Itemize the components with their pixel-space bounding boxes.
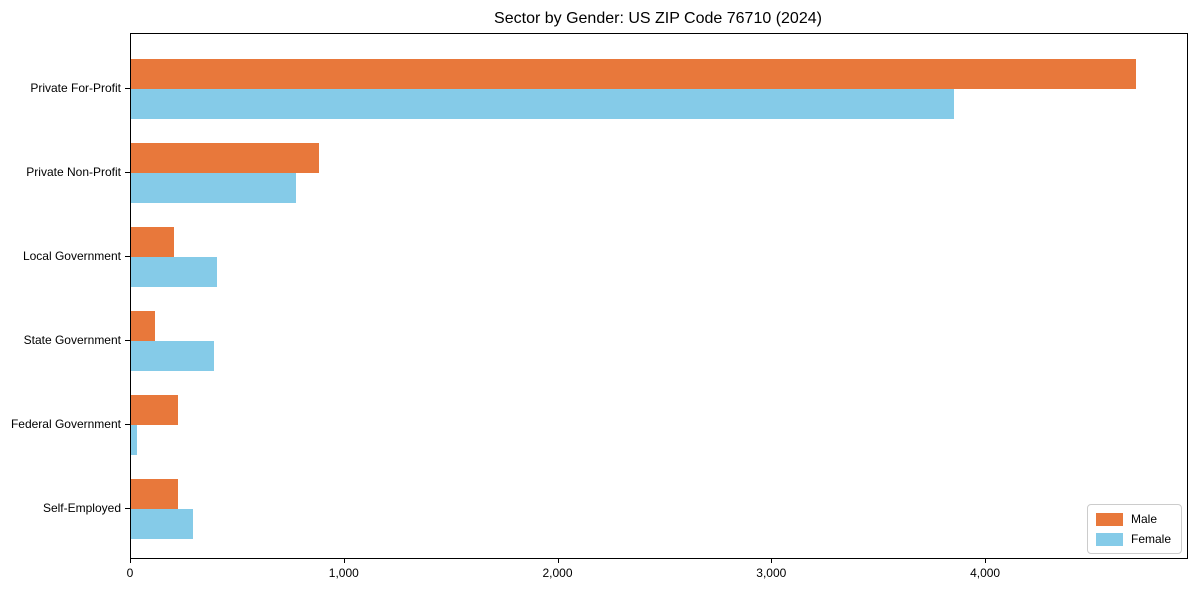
y-axis-label: Local Government [22,249,121,263]
legend-swatch-female [1095,532,1123,546]
y-axis-tick [125,256,130,257]
bar-male-0 [131,59,1136,89]
legend-swatch-male [1095,512,1123,526]
y-axis-tick [125,508,130,509]
y-axis-label: State Government [23,333,121,347]
x-axis-label: 4,000 [970,566,1001,580]
chart-title: Sector by Gender: US ZIP Code 76710 (202… [494,10,822,27]
legend-label-male: Male [1130,512,1157,526]
x-axis-label: 0 [126,566,134,580]
bar-female-5 [131,509,193,539]
y-axis-label: Private For-Profit [30,81,121,95]
x-axis-tick [130,558,131,563]
bar-male-4 [131,395,178,425]
x-axis-tick [343,558,345,563]
x-axis-tick [771,558,773,563]
y-axis-label: Private Non-Profit [26,165,121,179]
y-axis-label: Self-Employed [42,501,121,515]
x-axis-tick [557,558,559,563]
plot-area: Male Female [130,33,1188,559]
y-axis-tick [125,424,130,425]
bar-female-3 [131,341,215,371]
bar-male-5 [131,479,178,509]
bar-male-1 [131,143,320,173]
x-axis-label: 1,000 [328,566,359,580]
y-axis-label: Federal Government [10,417,121,431]
legend-item-male: Male [1095,512,1171,526]
bar-female-2 [131,257,217,287]
bar-male-2 [131,227,174,257]
x-axis-tick [985,558,987,563]
bar-male-3 [131,311,155,341]
bar-female-1 [131,173,296,203]
legend-label-female: Female [1130,532,1171,546]
x-axis-label: 2,000 [542,566,573,580]
legend: Male Female [1086,504,1182,554]
bar-female-4 [131,425,138,455]
bar-female-0 [131,89,954,119]
legend-item-female: Female [1095,532,1171,546]
y-axis-tick [125,88,130,89]
x-axis-label: 3,000 [756,566,787,580]
y-axis-tick [125,340,130,341]
y-axis-tick [125,172,130,173]
